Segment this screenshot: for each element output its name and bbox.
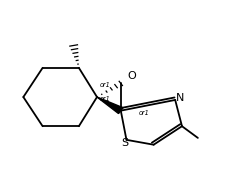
Text: S: S xyxy=(121,138,128,148)
Text: or1: or1 xyxy=(138,110,148,116)
Text: O: O xyxy=(127,71,136,81)
Text: N: N xyxy=(175,93,184,103)
Polygon shape xyxy=(96,97,123,113)
Text: or1: or1 xyxy=(99,82,110,88)
Text: or1: or1 xyxy=(99,96,110,102)
